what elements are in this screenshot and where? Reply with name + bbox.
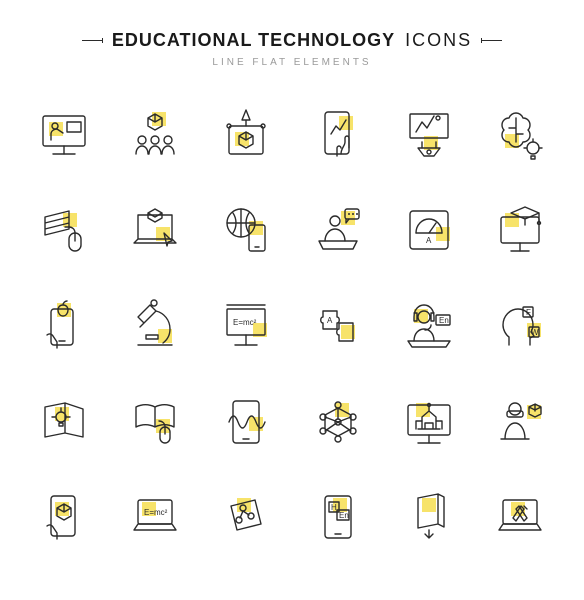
cube-phone-hand-icon: [24, 478, 103, 556]
formula-label: E=mc²: [144, 508, 168, 517]
student-chat-icon: [298, 192, 377, 270]
icon-grid: A E=mc² A En FW E=mc²: [24, 96, 560, 556]
laptop-bulb-fold-icon: [24, 383, 103, 461]
graduation-monitor-icon: [481, 192, 560, 270]
waveform-phone-icon: [207, 383, 286, 461]
rule-left-icon: [82, 40, 102, 41]
head-letters-icon: FW: [481, 287, 560, 365]
classroom-cube-icon: [115, 96, 194, 174]
microscope-icon: [115, 287, 194, 365]
teacher-monitor-icon: [24, 96, 103, 174]
design-tools-laptop-icon: [481, 478, 560, 556]
formula-board-icon: E=mc²: [207, 287, 286, 365]
char-en: En: [339, 511, 349, 520]
campus-monitor-icon: [389, 383, 468, 461]
rule-right-icon: [482, 40, 502, 41]
formula-label: E=mc²: [233, 318, 257, 327]
open-book-mouse-icon: [115, 383, 194, 461]
laptop-book-cursor-icon: [115, 192, 194, 270]
formula-laptop-icon: E=mc²: [115, 478, 194, 556]
translate-phone-icon: HEn: [298, 478, 377, 556]
puzzle-letter-icon: A: [298, 287, 377, 365]
title-bold: EDUCATIONAL TECHNOLOGY: [112, 30, 395, 51]
books-mouse-icon: [24, 192, 103, 270]
projector-screen-icon: [389, 96, 468, 174]
design-cube-pen-icon: [207, 96, 286, 174]
headset-language-icon: En: [389, 287, 468, 365]
gauge-label: A: [426, 236, 432, 245]
globe-phone-icon: [207, 192, 286, 270]
puzzle-label: A: [327, 316, 333, 325]
subtitle: LINE FLAT ELEMENTS: [24, 57, 560, 68]
vr-person-cube-icon: [481, 383, 560, 461]
molecule-phone-icon: [207, 478, 286, 556]
apple-phone-hand-icon: [24, 287, 103, 365]
title-row: EDUCATIONAL TECHNOLOGY ICONS: [24, 30, 560, 51]
brain-bulb-icon: [481, 96, 560, 174]
letter-w: W: [531, 328, 539, 337]
letter-f: F: [526, 308, 531, 317]
meter-gauge-icon: A: [389, 192, 468, 270]
book-download-icon: [389, 478, 468, 556]
title-thin: ICONS: [405, 30, 472, 51]
header: EDUCATIONAL TECHNOLOGY ICONS LINE FLAT E…: [24, 30, 560, 68]
molecule-network-icon: [298, 383, 377, 461]
char-h: H: [331, 503, 337, 512]
lang-label: En: [439, 316, 449, 325]
touch-phone-chart-icon: [298, 96, 377, 174]
